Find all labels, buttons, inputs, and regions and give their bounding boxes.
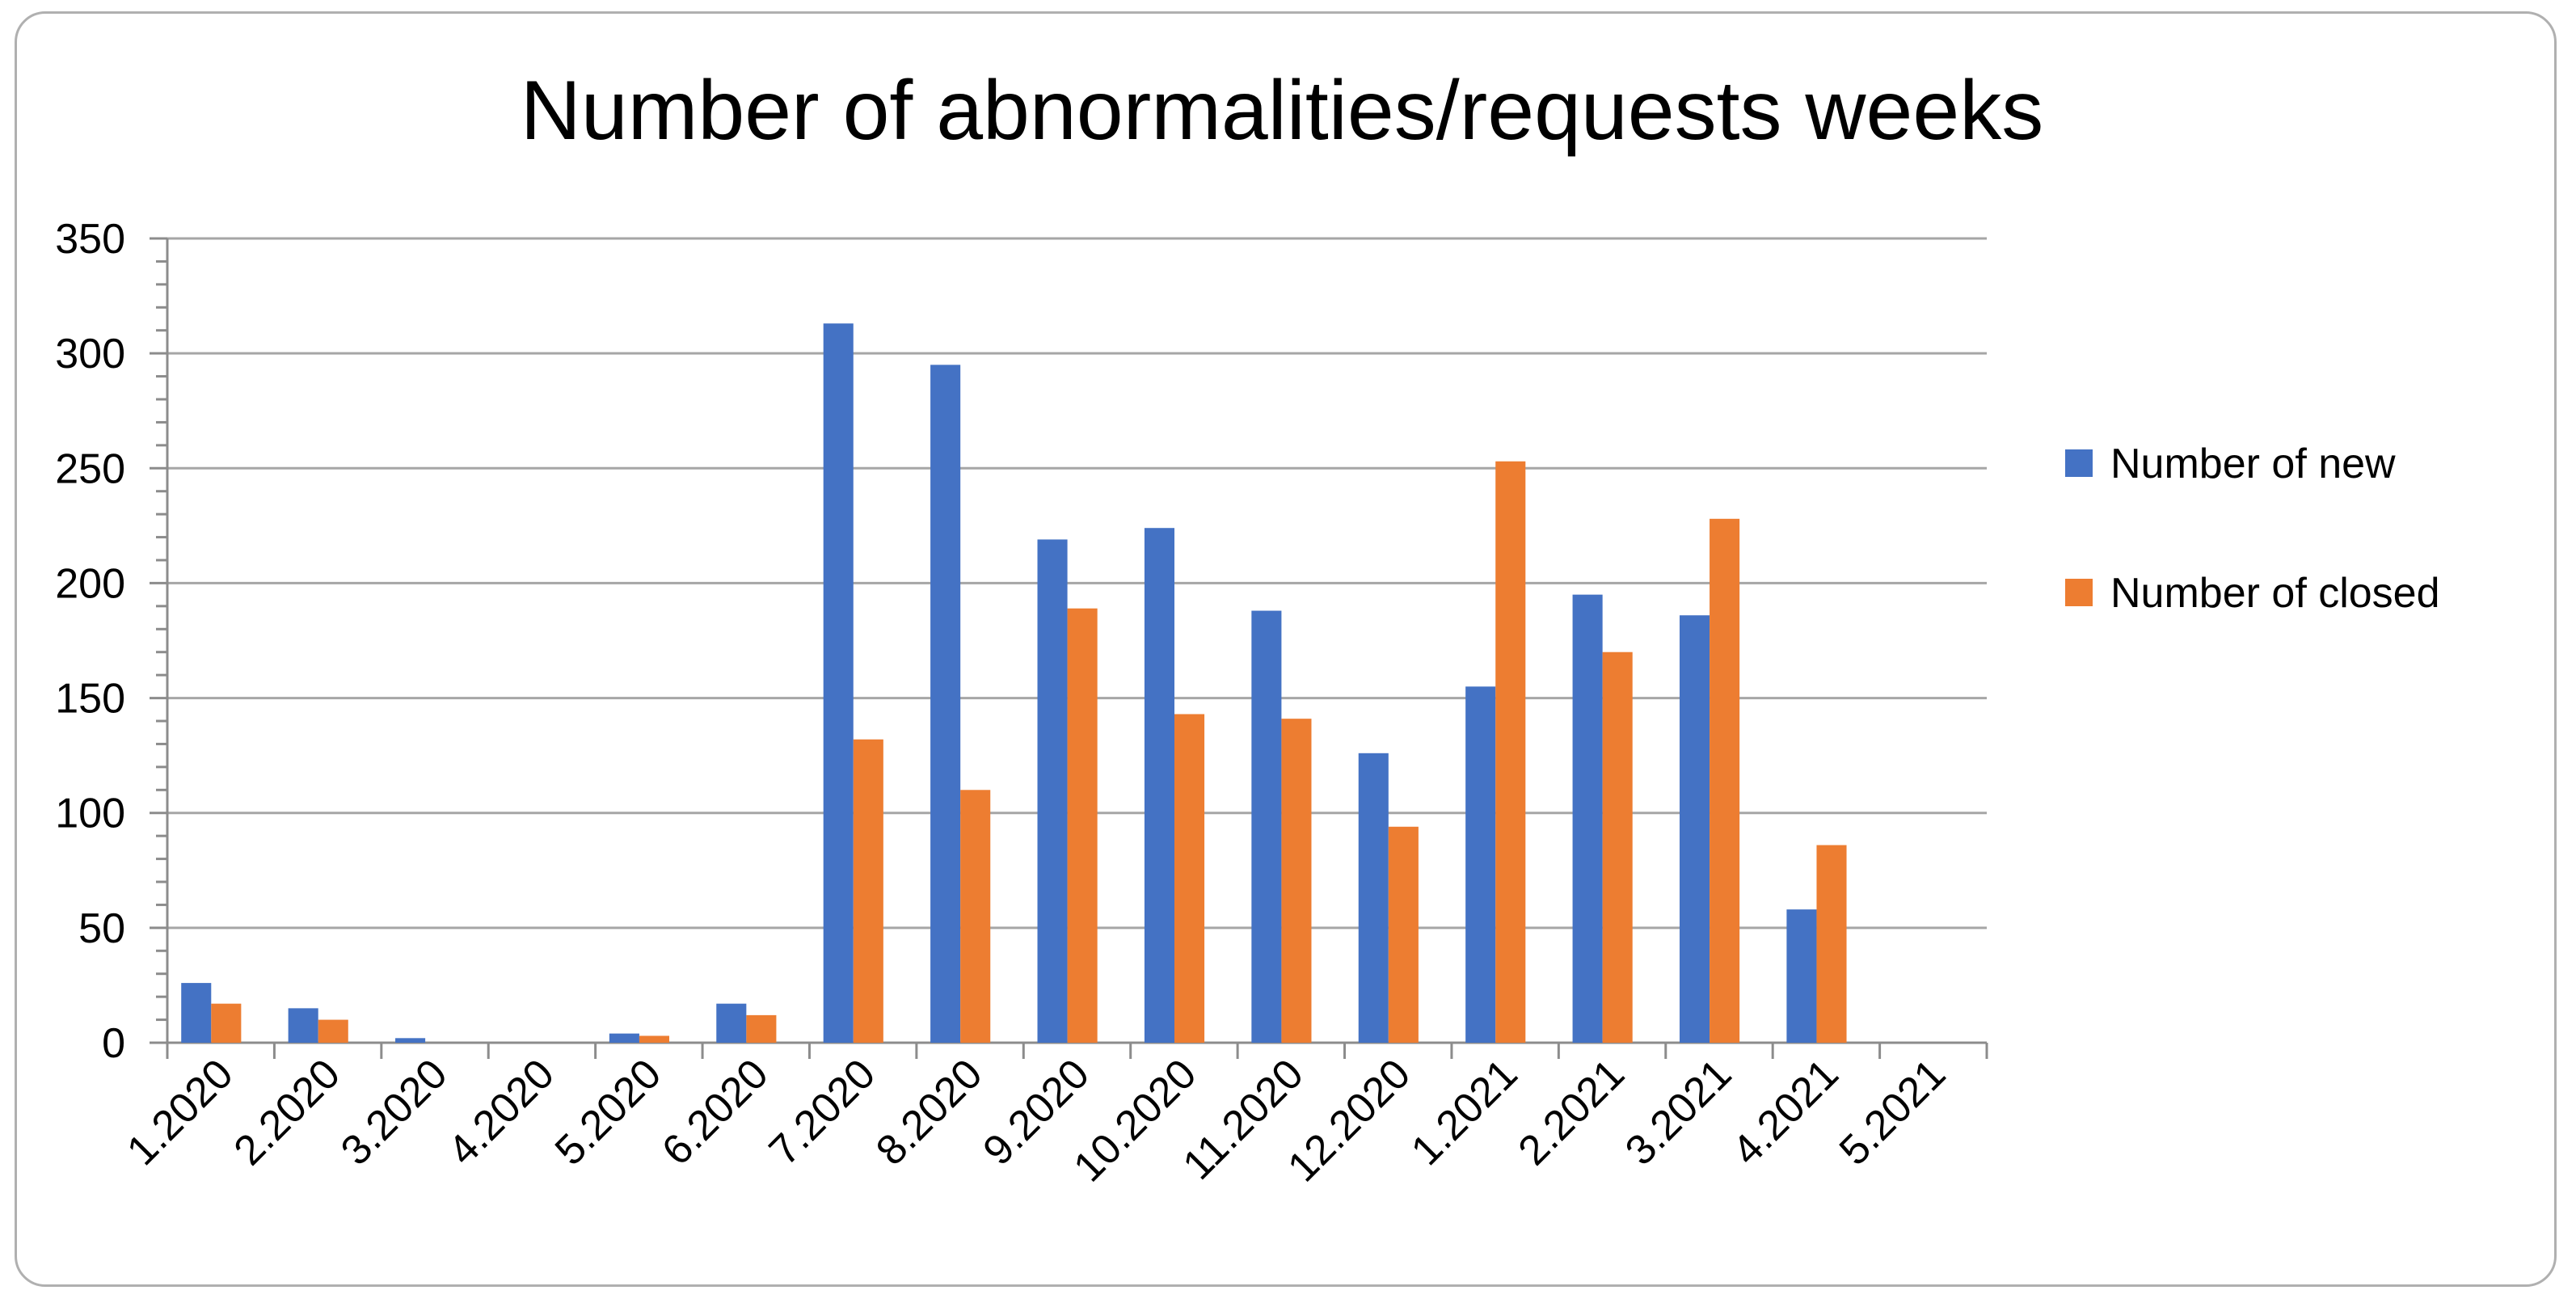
bars [181, 323, 1847, 1044]
bar-closed [853, 739, 883, 1043]
legend-label: Number of closed [2110, 570, 2440, 617]
bar-new [395, 1038, 426, 1043]
x-tick-label: 1.2021 [1402, 1050, 1526, 1174]
bar-closed [1495, 461, 1526, 1043]
bar-new [1679, 615, 1710, 1043]
bar-closed [1388, 826, 1419, 1043]
x-tick-label: 2.2020 [226, 1050, 349, 1174]
bar-closed [746, 1014, 777, 1043]
y-tick-label: 300 [55, 331, 125, 377]
bar-new [1037, 539, 1068, 1043]
y-tick-label: 250 [55, 445, 125, 492]
bar-closed [1602, 652, 1633, 1043]
bar-closed [1174, 714, 1205, 1043]
bar-closed [1281, 719, 1312, 1043]
x-tick-label: 4.2021 [1723, 1050, 1847, 1174]
legend-swatch [2065, 579, 2093, 606]
bar-new [1144, 528, 1174, 1043]
x-tick-label: 5.2020 [546, 1050, 670, 1174]
x-tick-label: 3.2020 [332, 1050, 456, 1174]
chart-frame [15, 11, 2557, 1287]
bar-new [716, 1003, 747, 1043]
x-tick-label: 1.2020 [118, 1050, 242, 1174]
x-tick-label: 2.2021 [1510, 1050, 1634, 1174]
x-tick-label: 7.2020 [761, 1050, 884, 1174]
x-axis-tick-labels: 1.20202.20203.20204.20205.20206.20207.20… [118, 1050, 1954, 1191]
chart-title: Number of abnormalities/requests weeks [521, 64, 2043, 158]
x-tick-label: 6.2020 [653, 1050, 777, 1174]
bar-closed [1067, 608, 1098, 1043]
legend-label: Number of new [2110, 441, 2396, 487]
bar-new [930, 365, 961, 1043]
bar-new [1786, 909, 1817, 1043]
y-axis-tick-labels: 0 50 100 150 200 250 300 350 [55, 216, 125, 1067]
x-tick-label: 4.2020 [439, 1050, 563, 1174]
legend: Number of new Number of closed [2065, 441, 2440, 617]
y-tick-label: 200 [55, 560, 125, 607]
bar-closed [1816, 845, 1847, 1043]
y-tick-label: 50 [78, 905, 125, 952]
x-tick-label: 8.2020 [867, 1050, 991, 1174]
y-tick-label: 150 [55, 676, 125, 723]
bar-new [1358, 753, 1389, 1043]
bar-closed [639, 1035, 670, 1043]
y-tick-label: 100 [55, 791, 125, 837]
bar-new [1572, 594, 1603, 1043]
bar-new [1465, 686, 1496, 1043]
bar-closed [318, 1019, 348, 1043]
y-tick-label: 0 [102, 1020, 125, 1067]
bar-closed [960, 790, 991, 1043]
bar-closed [211, 1003, 242, 1043]
bar-new [823, 323, 854, 1044]
legend-swatch [2065, 449, 2093, 477]
bar-closed [1710, 518, 1740, 1043]
bar-new [288, 1008, 318, 1043]
x-tick-label: 3.2021 [1617, 1050, 1740, 1174]
x-tick-label: 5.2021 [1831, 1050, 1954, 1174]
bar-new [1251, 610, 1282, 1043]
y-tick-label: 350 [55, 216, 125, 263]
bar-new [609, 1033, 639, 1043]
bar-new [181, 983, 212, 1043]
